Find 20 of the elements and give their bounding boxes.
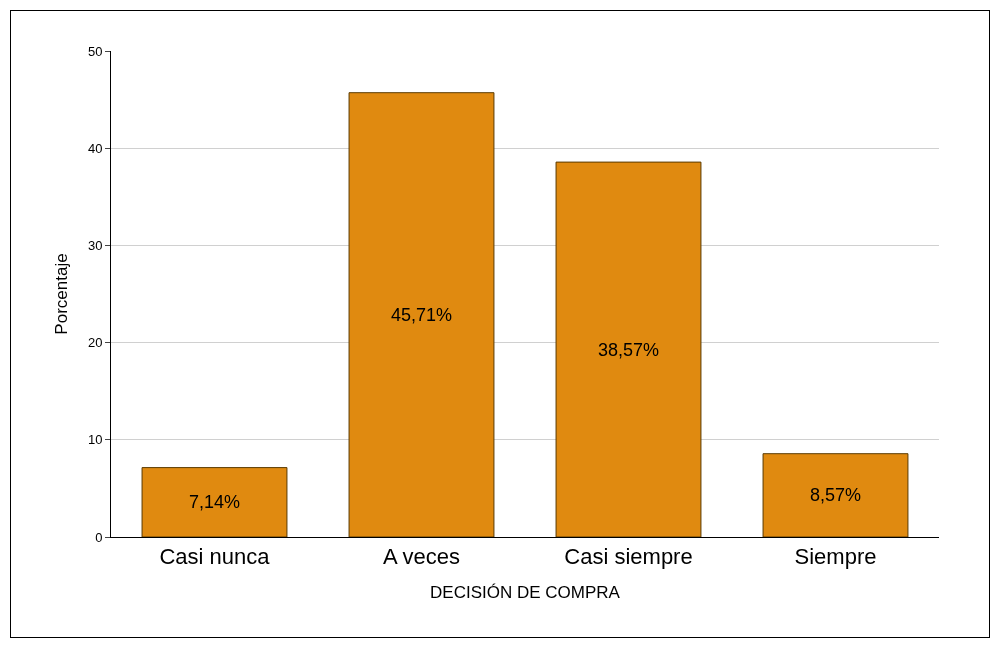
bar bbox=[762, 453, 909, 537]
y-tick-label: 20 bbox=[87, 335, 103, 351]
x-tick-label: A veces bbox=[382, 544, 461, 570]
x-tick-label: Casi siempre bbox=[564, 544, 693, 570]
y-tick-label: 10 bbox=[87, 432, 103, 448]
data-label: 7,14% bbox=[188, 492, 241, 513]
bar bbox=[555, 161, 702, 537]
x-axis-title: DECISIÓN DE COMPRA bbox=[430, 583, 621, 602]
data-label: 8,57% bbox=[809, 485, 862, 506]
bar bbox=[141, 467, 288, 537]
y-tick-label: 0 bbox=[95, 529, 103, 545]
x-tick-label: Casi nunca bbox=[159, 544, 271, 570]
x-tick-label: Siempre bbox=[794, 544, 877, 570]
y-tick-label: 30 bbox=[87, 237, 103, 253]
y-tick-label: 40 bbox=[87, 140, 103, 156]
data-label: 45,71% bbox=[390, 304, 453, 325]
bar bbox=[348, 92, 495, 537]
y-axis-title: Porcentaje bbox=[52, 253, 71, 335]
y-tick-label: 50 bbox=[87, 43, 103, 59]
data-label: 38,57% bbox=[597, 339, 660, 360]
